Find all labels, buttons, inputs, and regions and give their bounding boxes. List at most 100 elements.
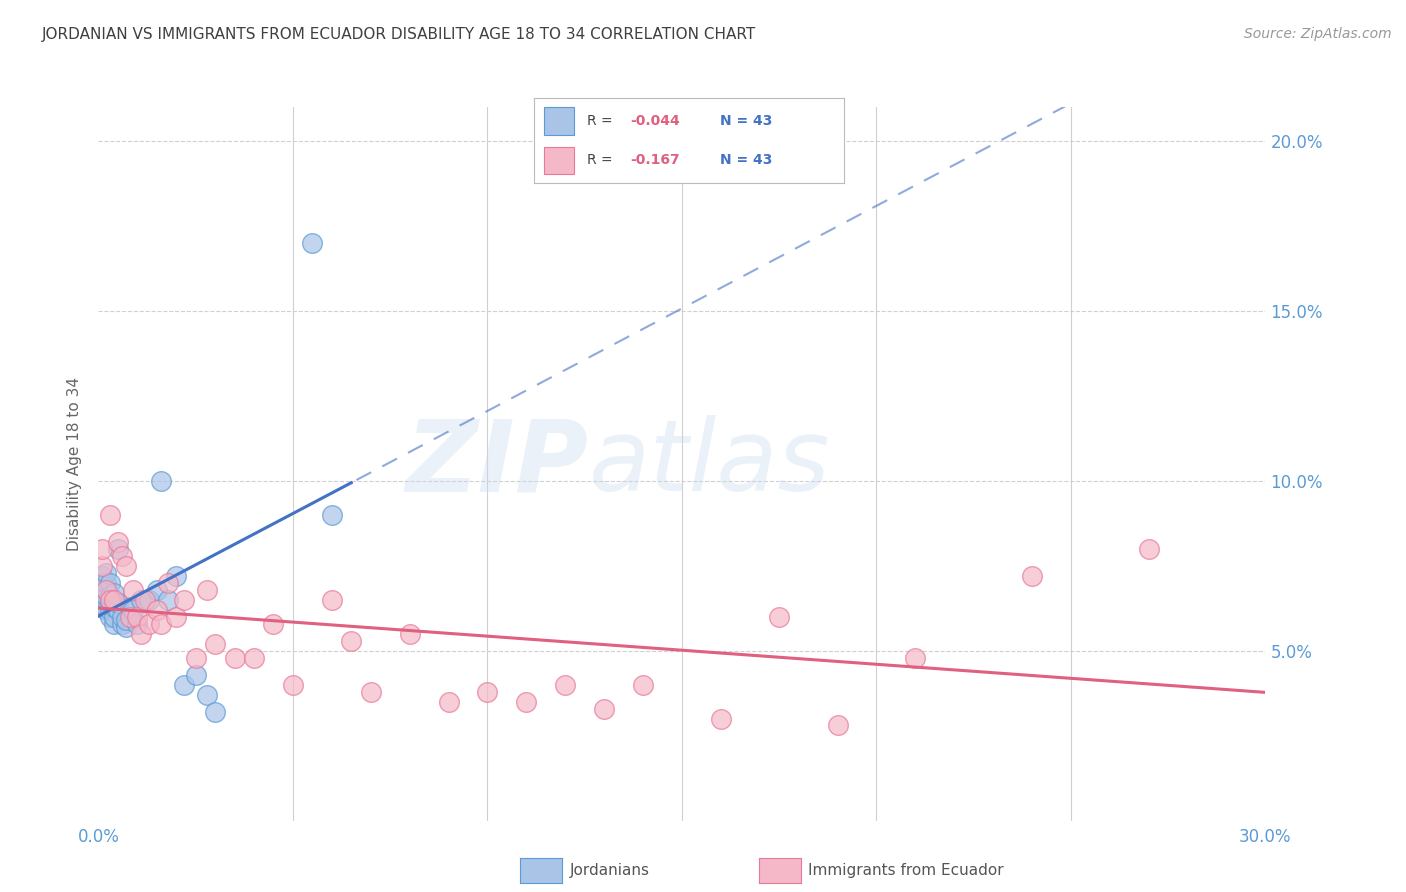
Point — [184, 667, 207, 681]
Point — [515, 695, 537, 709]
Point — [165, 569, 187, 583]
Text: -0.167: -0.167 — [630, 153, 679, 167]
Point — [114, 558, 136, 573]
Point — [224, 650, 246, 665]
Point — [103, 586, 125, 600]
Point — [554, 678, 576, 692]
Point — [103, 609, 125, 624]
Point — [138, 592, 160, 607]
Point — [904, 650, 927, 665]
Point — [157, 575, 180, 590]
Point — [98, 508, 121, 522]
Point — [96, 575, 118, 590]
Point — [134, 592, 156, 607]
Point — [1021, 569, 1043, 583]
Point — [129, 592, 152, 607]
Point — [173, 678, 195, 692]
FancyBboxPatch shape — [544, 147, 575, 175]
Point — [91, 586, 114, 600]
Text: JORDANIAN VS IMMIGRANTS FROM ECUADOR DISABILITY AGE 18 TO 34 CORRELATION CHART: JORDANIAN VS IMMIGRANTS FROM ECUADOR DIS… — [42, 27, 756, 42]
Point — [127, 616, 149, 631]
Point — [195, 688, 218, 702]
Text: Immigrants from Ecuador: Immigrants from Ecuador — [808, 863, 1004, 878]
Point — [149, 474, 172, 488]
Point — [593, 701, 616, 715]
Point — [146, 603, 169, 617]
Point — [146, 582, 169, 597]
Point — [107, 535, 129, 549]
Point — [91, 582, 114, 597]
Point — [301, 235, 323, 250]
Point — [91, 558, 114, 573]
Point — [91, 569, 114, 583]
Point — [111, 549, 134, 563]
Point — [262, 616, 284, 631]
Point — [477, 684, 499, 698]
Point — [195, 582, 218, 597]
Point — [98, 590, 121, 604]
Point — [107, 603, 129, 617]
Point — [98, 575, 121, 590]
Point — [321, 508, 343, 522]
Point — [96, 599, 118, 614]
Text: Source: ZipAtlas.com: Source: ZipAtlas.com — [1244, 27, 1392, 41]
Y-axis label: Disability Age 18 to 34: Disability Age 18 to 34 — [67, 376, 83, 551]
Text: Jordanians: Jordanians — [569, 863, 650, 878]
Point — [107, 596, 129, 610]
Point — [398, 626, 420, 640]
Point — [122, 582, 145, 597]
Point — [184, 650, 207, 665]
Point — [138, 616, 160, 631]
FancyBboxPatch shape — [544, 107, 575, 135]
Point — [118, 599, 141, 614]
Point — [114, 613, 136, 627]
Point — [96, 582, 118, 597]
Point — [437, 695, 460, 709]
Point — [204, 705, 226, 719]
Point — [165, 609, 187, 624]
Text: N = 43: N = 43 — [720, 114, 772, 128]
Text: R =: R = — [586, 114, 613, 128]
Point — [127, 609, 149, 624]
Point — [173, 592, 195, 607]
Point — [96, 582, 118, 597]
Point — [96, 592, 118, 607]
Text: atlas: atlas — [589, 416, 830, 512]
Point — [631, 678, 654, 692]
Point — [91, 575, 114, 590]
Point — [157, 592, 180, 607]
Point — [768, 609, 790, 624]
Point — [103, 616, 125, 631]
Point — [1137, 541, 1160, 556]
Point — [149, 616, 172, 631]
Point — [321, 592, 343, 607]
Point — [281, 678, 304, 692]
Point — [96, 566, 118, 580]
Point — [98, 603, 121, 617]
Point — [96, 590, 118, 604]
Text: R =: R = — [586, 153, 613, 167]
Point — [340, 633, 363, 648]
Point — [243, 650, 266, 665]
Point — [96, 603, 118, 617]
Point — [111, 616, 134, 631]
Text: N = 43: N = 43 — [720, 153, 772, 167]
Point — [360, 684, 382, 698]
Point — [103, 599, 125, 614]
Point — [91, 592, 114, 607]
Point — [91, 541, 114, 556]
Point — [103, 592, 125, 607]
Point — [122, 603, 145, 617]
Point — [118, 609, 141, 624]
Point — [129, 626, 152, 640]
Point — [111, 609, 134, 624]
Point — [114, 620, 136, 634]
Point — [107, 541, 129, 556]
Point — [98, 609, 121, 624]
Point — [827, 718, 849, 732]
Text: ZIP: ZIP — [405, 416, 589, 512]
Point — [98, 596, 121, 610]
Point — [98, 592, 121, 607]
Point — [710, 712, 733, 726]
Text: -0.044: -0.044 — [630, 114, 681, 128]
